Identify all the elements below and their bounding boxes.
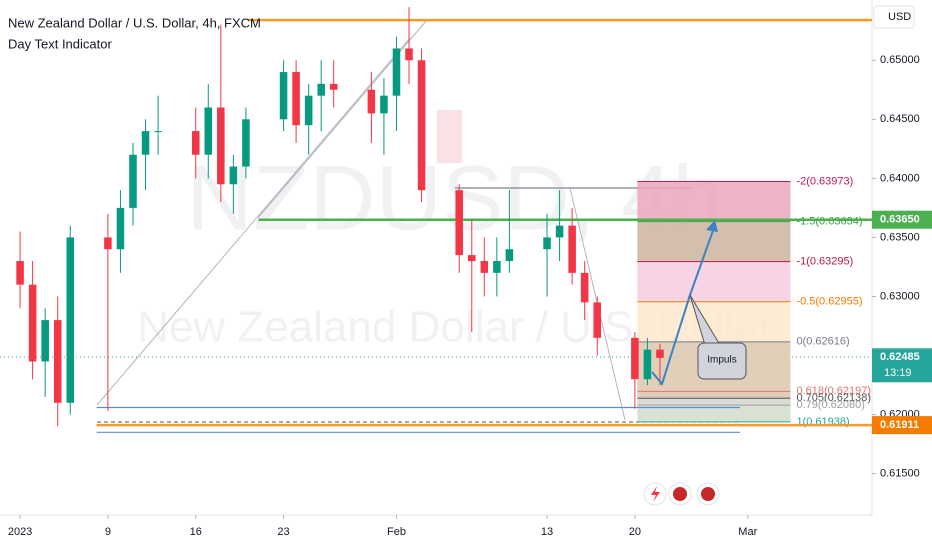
candle-body [279,72,288,120]
y-tick-label: 0.65000 [880,54,920,66]
indicator-name: Day Text Indicator [8,36,112,51]
fib-label: 0.79(0.62080) [796,399,865,411]
y-tick-label: 0.61500 [880,468,920,480]
candle-body [417,60,426,191]
fib-zone [637,405,791,422]
flag-icon [699,485,717,503]
candle-body [129,154,137,208]
trend-line [96,37,411,406]
price-tag [872,348,932,383]
zone-box [437,110,462,163]
y-tick-label: 0.63500 [880,231,920,243]
candle-body [217,107,225,185]
candle-body [467,255,476,262]
x-tick-label: 23 [277,526,289,538]
event-icon-glyph [651,486,660,502]
candle-body [643,349,652,380]
arrow-head [706,220,718,232]
currency: USD [888,11,911,23]
fib-label: 0.618(0.62197) [796,385,871,397]
candle-body [405,48,413,61]
fib-zone [637,181,791,222]
x-tick-label: 16 [190,526,202,538]
price-tag-time: 13:19 [884,367,912,379]
candle-body [242,119,250,167]
price-tag-label: 0.62485 [880,351,920,363]
candle-body [229,166,238,185]
currency-box [873,5,915,29]
x-tick-label: 2023 [8,526,32,538]
flag-icon [671,485,689,503]
candle-body [16,261,24,285]
y-tick-label: 0.64500 [880,113,920,125]
x-tick-label: Feb [387,526,406,538]
candle-body [367,89,376,114]
candle-body [141,131,150,155]
candle-body [631,337,639,380]
candle-body [204,107,213,155]
annotation: Impuls [707,355,736,366]
candle-body [380,95,388,114]
candle-body [580,272,589,303]
fib-zone [637,261,791,302]
watermark-symbol: NZDUSD, 4h [187,147,724,249]
fib-label: -1(0.63295) [796,256,853,268]
candle-body [505,249,514,262]
candle-body [292,72,300,126]
fib-label: -0.5(0.62955) [796,296,862,308]
candle-body [555,225,564,238]
candle-body [28,284,37,362]
callout-box [697,342,747,380]
fib-label: -2(0.63973) [796,175,853,187]
x-tick-label: Mar [738,526,757,538]
candle-body [656,349,664,358]
x-tick-label: 20 [629,526,641,538]
candle-body [66,237,75,403]
fib-zone [637,398,791,406]
fib-zone [637,391,791,399]
x-tick-label: 9 [105,526,111,538]
candle-body [329,83,338,90]
fib-label: 0.705(0.62138) [796,392,871,404]
chart-title: New Zealand Dollar / U.S. Dollar, 4h, FX… [8,15,261,30]
price-tag-label: 0.63650 [880,214,920,226]
candle-body [317,83,325,96]
candle-body [480,261,489,273]
candle-body [455,190,463,256]
y-tick-label: 0.63000 [880,290,920,302]
candle-body [392,48,401,96]
price-tag-label: 0.61911 [880,419,919,431]
candle-body [41,320,49,362]
candle-body [104,237,112,250]
x-tick-label: 13 [541,526,553,538]
arrow-path [651,224,716,387]
y-tick-label: 0.64000 [880,172,920,184]
price-tag [872,210,932,229]
candle-body [154,131,162,133]
candle-body [116,207,125,250]
fib-label: 0(0.62616) [796,336,849,348]
fib-label: -1.5(0.63634) [796,215,862,227]
candle-body [543,237,551,250]
candle-body [593,302,601,338]
candle-body [304,95,313,126]
candle-body [493,261,501,273]
candle-body [191,131,200,155]
price-tag [872,416,932,435]
candle-body [53,320,62,403]
candle-body [568,225,576,273]
